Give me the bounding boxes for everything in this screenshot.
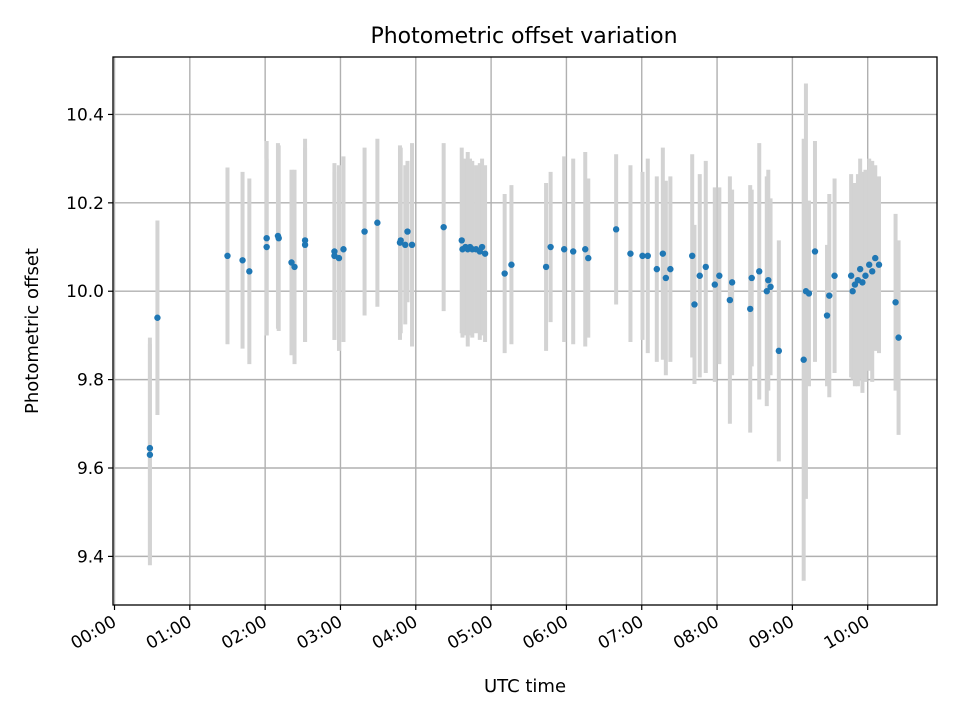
data-point <box>481 250 489 257</box>
y-tick-label: 10.4 <box>66 105 104 125</box>
data-point <box>560 246 568 253</box>
data-point <box>501 270 508 277</box>
data-point <box>811 248 819 255</box>
data-point <box>748 274 755 282</box>
data-point <box>667 265 674 273</box>
data-point <box>570 248 577 255</box>
data-point <box>340 246 347 253</box>
data-point <box>869 268 876 275</box>
data-point <box>627 250 634 257</box>
data-point <box>659 250 667 257</box>
data-point <box>747 305 754 313</box>
data-points <box>146 219 902 458</box>
data-point <box>892 299 899 306</box>
data-point <box>478 243 486 251</box>
data-point <box>397 237 404 244</box>
data-point <box>756 268 763 275</box>
x-axis-label: UTC time <box>484 676 566 697</box>
data-point <box>335 254 343 262</box>
data-point <box>767 283 774 291</box>
data-point <box>765 276 772 284</box>
data-point <box>800 356 807 363</box>
data-point <box>696 272 703 279</box>
data-point <box>542 263 550 271</box>
data-point <box>702 263 709 271</box>
data-point <box>775 347 783 355</box>
y-tick-label: 9.8 <box>77 371 104 391</box>
data-point <box>859 279 866 286</box>
data-point <box>146 444 154 452</box>
data-point <box>246 268 253 275</box>
data-point <box>866 261 873 268</box>
data-point <box>862 272 869 279</box>
data-point <box>301 241 309 249</box>
data-point <box>847 272 855 279</box>
data-point <box>408 241 416 249</box>
data-point <box>653 265 661 273</box>
data-point <box>805 290 813 297</box>
y-tick-label: 9.6 <box>77 459 104 479</box>
data-point <box>823 312 831 319</box>
data-point <box>263 234 270 242</box>
data-point <box>440 223 447 231</box>
data-point <box>849 288 856 295</box>
data-point <box>547 243 554 251</box>
data-point <box>263 243 270 251</box>
data-point <box>361 228 368 235</box>
data-point <box>728 279 736 286</box>
data-point <box>763 288 770 295</box>
data-point <box>402 241 409 249</box>
data-point <box>224 252 231 260</box>
data-point <box>639 252 646 260</box>
data-point <box>872 254 879 262</box>
plot-frame <box>112 56 938 606</box>
data-point <box>291 263 298 271</box>
data-point <box>662 274 670 282</box>
data-point <box>458 237 465 244</box>
data-point <box>826 292 833 299</box>
data-point <box>404 228 411 235</box>
data-point <box>831 272 838 279</box>
data-point <box>331 248 338 255</box>
data-point <box>856 265 864 273</box>
data-point <box>301 237 309 244</box>
data-point <box>644 252 651 260</box>
y-tick-label: 10.0 <box>66 282 104 302</box>
data-point <box>726 296 734 304</box>
data-point <box>275 234 282 242</box>
data-point <box>691 301 698 308</box>
data-point <box>585 254 592 262</box>
data-point <box>689 252 696 260</box>
data-point <box>582 246 589 253</box>
data-point <box>508 261 515 268</box>
data-point <box>711 281 719 288</box>
data-point <box>146 451 154 458</box>
y-tick-label: 9.4 <box>77 547 104 567</box>
data-point <box>895 334 902 341</box>
data-point <box>374 219 381 226</box>
y-axis-label: Photometric offset <box>22 248 43 414</box>
data-point <box>154 314 161 321</box>
chart-title: Photometric offset variation <box>370 24 677 49</box>
data-point <box>716 272 723 279</box>
data-point <box>239 257 246 264</box>
y-tick-label: 10.2 <box>66 194 104 214</box>
data-point <box>612 226 620 233</box>
y-axis-ticks: 9.4 9.6 9.8 10.0 10.2 10.4 <box>66 105 113 567</box>
data-point <box>875 261 883 268</box>
